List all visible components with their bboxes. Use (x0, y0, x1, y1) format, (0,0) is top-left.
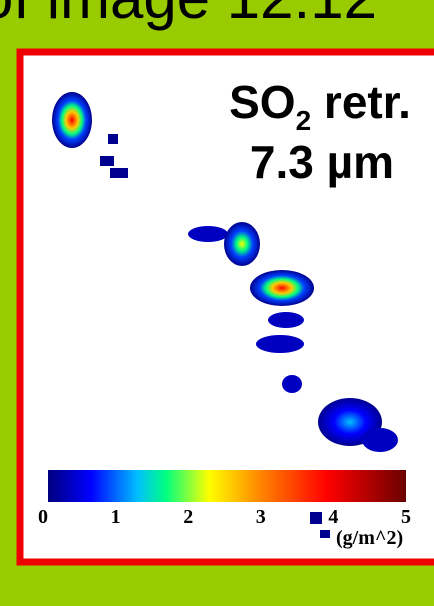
panel-title: SO2 retr. (229, 76, 411, 136)
colorbar-tick-label: 0 (38, 506, 48, 528)
blob (310, 512, 322, 524)
plume-blobs (52, 92, 398, 452)
title-rest: retr. (311, 76, 411, 128)
colorbar-tick-label: 1 (111, 506, 121, 528)
colorbar (48, 470, 406, 502)
colorbar-unit: (g/m^2) (336, 527, 403, 549)
colorbar-tick-label: 2 (183, 506, 193, 528)
title-sub: 2 (296, 105, 312, 136)
title-main: SO (229, 76, 295, 128)
panel-title-line2: 7.3 µm (250, 136, 394, 188)
colorbar-tick-label: 5 (401, 506, 411, 528)
header-title: of image 12:12 (0, 0, 377, 31)
colorbar-tick-label: 4 (328, 506, 338, 528)
colorbar-tick-label: 3 (256, 506, 266, 528)
blob (320, 530, 330, 538)
